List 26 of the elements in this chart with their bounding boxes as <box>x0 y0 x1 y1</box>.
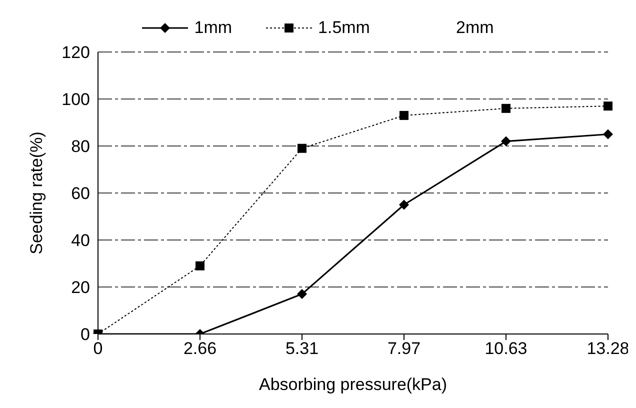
point <box>297 289 307 300</box>
x-tick-label: 0 <box>93 339 103 358</box>
x-tick-label: 5.31 <box>285 339 319 358</box>
point <box>502 104 510 113</box>
y-tick-label: 20 <box>71 278 90 298</box>
y-tick-label: 60 <box>71 184 90 204</box>
legend-label: 1mm <box>194 18 232 38</box>
y-axis-title: Seeding rate(%) <box>27 132 46 254</box>
text: 2mm <box>456 18 494 38</box>
x-axis-title: Absorbing pressure(kPa) <box>258 375 448 394</box>
legend-label: 1.5mm <box>318 18 370 38</box>
y-tick-label: 100 <box>62 90 90 110</box>
y-tick-label: 40 <box>71 231 90 250</box>
x-tick-label: 10.63 <box>484 339 528 358</box>
point <box>501 136 511 146</box>
y-tick-label: 120 <box>62 43 90 62</box>
point <box>603 129 613 140</box>
x-tick-label: 2.66 <box>183 339 217 358</box>
point <box>400 110 408 120</box>
y-tick-label: 0 <box>80 325 90 344</box>
point <box>399 200 409 210</box>
point <box>298 144 306 153</box>
x-tick-label: 7.97 <box>387 339 421 358</box>
point <box>196 261 204 270</box>
point <box>604 102 612 111</box>
y-tick-label: 80 <box>71 137 90 156</box>
